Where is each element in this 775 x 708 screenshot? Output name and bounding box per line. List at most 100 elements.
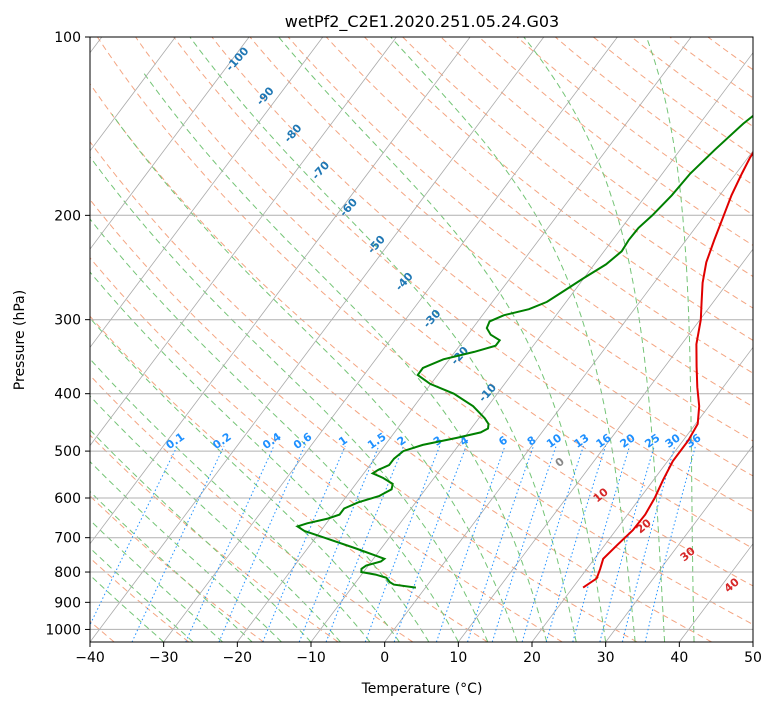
isotherm-line bbox=[531, 346, 753, 642]
y-tick-label: 200 bbox=[54, 208, 81, 224]
x-tick-label: −40 bbox=[75, 650, 105, 666]
dry-adiabat-line bbox=[90, 198, 638, 642]
moist-adiabat-line bbox=[90, 519, 223, 642]
isotherm-line bbox=[90, 37, 545, 642]
mixing-ratio-line bbox=[491, 445, 557, 642]
mixing-ratio-label: 1 bbox=[336, 434, 350, 449]
moist-adiabat-label: 30 bbox=[678, 544, 698, 564]
isotherm-line bbox=[90, 37, 250, 250]
mixing-ratio-line bbox=[621, 445, 676, 642]
mixing-ratio-label: 0.1 bbox=[164, 430, 187, 452]
dry-adiabat-line bbox=[90, 495, 264, 642]
y-tick-label: 100 bbox=[54, 30, 81, 46]
sounding-profiles bbox=[295, 114, 753, 589]
x-tick-label: 0 bbox=[380, 650, 389, 666]
y-tick-label: 300 bbox=[54, 313, 81, 329]
y-axis-label: Pressure (hPa) bbox=[12, 290, 28, 390]
mixing-ratio-label: 10 bbox=[544, 431, 564, 451]
moist-adiabat-label: 0 bbox=[553, 455, 567, 470]
dry-adiabat-line bbox=[478, 37, 753, 246]
x-axis-ticks: −40 −30 −20 −10 0 10 20 30 40 50 bbox=[75, 642, 762, 666]
mixing-ratio-label: 36 bbox=[683, 431, 703, 451]
dry-adiabat-line bbox=[90, 140, 712, 642]
moist-adiabat-line bbox=[90, 271, 430, 642]
dry-adiabat-label: -30 bbox=[421, 307, 444, 331]
y-tick-label: 1000 bbox=[45, 622, 81, 638]
isotherm-line bbox=[90, 37, 397, 447]
moist-adiabat-line bbox=[90, 547, 194, 642]
isotherm-line bbox=[457, 248, 753, 642]
y-tick-label: 900 bbox=[54, 595, 81, 611]
x-tick-label: −30 bbox=[149, 650, 179, 666]
mixing-ratio-label: 8 bbox=[525, 434, 539, 449]
mixing-ratio-line bbox=[644, 445, 696, 642]
moist-adiabat-label: 40 bbox=[722, 575, 742, 595]
isobar-grid bbox=[90, 37, 753, 630]
plot-area: 0.1 0.2 0.4 0.6 1 1.5 2 3 4 6 8 10 13 16 20 25 30 36-100-… bbox=[90, 37, 753, 642]
dry-adiabat-line bbox=[440, 37, 753, 278]
mixing-ratio-line bbox=[521, 445, 584, 642]
moist-adiabat-line bbox=[90, 317, 400, 642]
mixing-ratio-line bbox=[325, 445, 405, 642]
skewed-isotherms bbox=[90, 37, 753, 642]
dry-adiabat-line bbox=[90, 374, 414, 642]
x-axis-label: Temperature (°C) bbox=[361, 681, 483, 697]
mixing-ratio-label: 2 bbox=[395, 434, 409, 449]
dry-adiabat-label: -10 bbox=[476, 381, 499, 405]
moist-adiabat-line bbox=[390, 37, 636, 642]
isotherm-line bbox=[605, 444, 753, 642]
x-tick-label: 30 bbox=[597, 650, 615, 666]
mixing-ratio-label: 20 bbox=[618, 431, 638, 451]
dry-adiabat-label: -100 bbox=[223, 44, 251, 73]
y-tick-label: 500 bbox=[54, 444, 81, 460]
mixing-ratio-line bbox=[572, 445, 631, 642]
mixing-ratio-label: 16 bbox=[594, 431, 614, 451]
moist-adiabat-line bbox=[646, 37, 695, 642]
mixing-ratio-line bbox=[393, 445, 467, 642]
moist-adiabat-line bbox=[278, 37, 607, 642]
x-tick-label: −10 bbox=[296, 650, 326, 666]
dry-adiabat-label: -40 bbox=[393, 270, 416, 294]
chart-title: wetPf2_C2E1.2020.251.05.24.G03 bbox=[285, 12, 559, 32]
moist-adiabat-line bbox=[523, 37, 666, 642]
moist-adiabat-label: 10 bbox=[591, 485, 611, 505]
moist-adiabat-line bbox=[143, 72, 548, 642]
moist-adiabat-line bbox=[90, 395, 341, 642]
dry-adiabat-line bbox=[325, 37, 753, 374]
dry-adiabat-line bbox=[90, 83, 753, 625]
mixing-ratio-label: 6 bbox=[496, 433, 510, 448]
dry-adiabat-line bbox=[249, 37, 753, 442]
moist-adiabat-line bbox=[111, 113, 518, 642]
dry-adiabat-label: -90 bbox=[254, 84, 277, 108]
dry-adiabat-line bbox=[96, 37, 753, 587]
moist-adiabat-line bbox=[90, 490, 253, 642]
isotherm-line bbox=[90, 37, 176, 152]
moist-adiabat-line bbox=[189, 37, 577, 642]
mixing-ratio-line bbox=[218, 445, 306, 642]
x-tick-label: −20 bbox=[223, 650, 253, 666]
isotherm-line bbox=[163, 37, 618, 642]
dry-adiabat-line bbox=[554, 37, 753, 186]
dry-adiabat-line bbox=[707, 37, 753, 71]
mixing-ratio-line bbox=[599, 445, 655, 642]
mixing-ratio-line bbox=[545, 445, 607, 642]
dry-adiabat-line bbox=[90, 557, 190, 642]
x-tick-label: 20 bbox=[523, 650, 541, 666]
mixing-ratio-line bbox=[90, 445, 178, 627]
temperature-profile-line bbox=[582, 151, 753, 589]
mixing-ratio-line bbox=[185, 445, 275, 642]
y-tick-label: 800 bbox=[54, 565, 81, 581]
dry-adiabat-label: -80 bbox=[282, 121, 305, 145]
x-tick-label: 40 bbox=[670, 650, 688, 666]
mixing-ratio-line bbox=[364, 445, 441, 642]
y-tick-label: 600 bbox=[54, 491, 81, 507]
x-tick-label: 50 bbox=[744, 650, 762, 666]
y-tick-label: 700 bbox=[54, 531, 81, 547]
isotherm-line bbox=[384, 150, 753, 642]
isotherm-line bbox=[752, 641, 753, 642]
y-tick-label: 400 bbox=[54, 387, 81, 403]
moist-adiabat-line bbox=[90, 460, 282, 642]
dry-adiabat-line bbox=[90, 315, 488, 642]
isotherm-line bbox=[90, 37, 471, 545]
